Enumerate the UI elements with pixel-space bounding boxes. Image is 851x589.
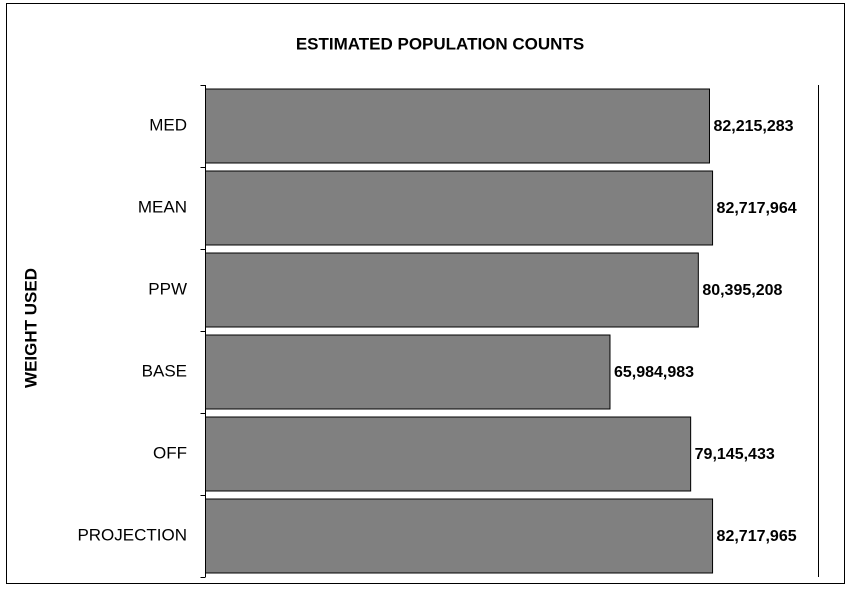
y-tick-label: MEAN: [138, 197, 187, 216]
bar: [205, 170, 714, 246]
y-tick-label: PROJECTION: [77, 525, 187, 544]
y-axis-label: WEIGHT USED: [21, 268, 40, 388]
bar: [205, 252, 699, 328]
y-tick-label: MED: [149, 115, 187, 134]
data-label: 80,395,208: [702, 282, 782, 299]
bar: [205, 498, 714, 574]
bar: [205, 416, 692, 492]
bar: [205, 334, 611, 410]
data-label: 65,984,983: [614, 364, 694, 381]
y-tick-label: PPW: [148, 279, 187, 298]
data-label: 82,215,283: [713, 118, 793, 135]
bar: [205, 88, 710, 164]
data-label: 79,145,433: [695, 446, 775, 463]
y-tick-label: OFF: [153, 443, 187, 462]
data-label: 82,717,964: [717, 200, 797, 217]
data-label: 82,717,965: [717, 528, 797, 545]
y-tick-label: BASE: [142, 361, 187, 380]
chart-title: ESTIMATED POPULATION COUNTS: [296, 34, 584, 53]
